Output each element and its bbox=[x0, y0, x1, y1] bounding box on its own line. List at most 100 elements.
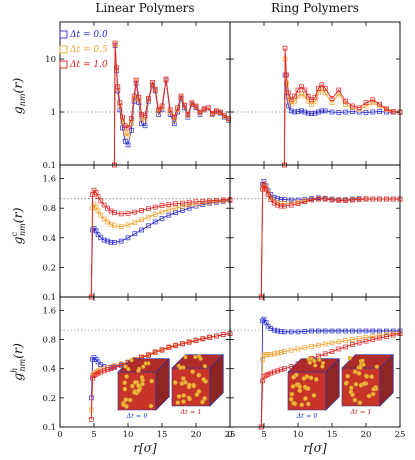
series-2-point bbox=[180, 341, 185, 347]
bead bbox=[122, 380, 128, 386]
series-0-point bbox=[336, 328, 342, 334]
legend: Δt = 0.0 Δt = 0.5 Δt = 1.0 bbox=[59, 30, 108, 70]
series-2-point bbox=[105, 367, 110, 373]
series-1-point bbox=[275, 350, 280, 356]
series-1-point bbox=[292, 98, 297, 104]
series-0-point bbox=[142, 123, 148, 129]
bead bbox=[143, 361, 148, 366]
x-tick-label: 10 bbox=[293, 430, 304, 440]
series-line-2 bbox=[283, 48, 401, 166]
bead bbox=[299, 402, 305, 408]
panel-frame bbox=[229, 296, 401, 428]
series-2-point bbox=[302, 87, 308, 93]
series-0-point bbox=[319, 108, 325, 114]
series-1-point bbox=[180, 204, 185, 209]
y-tick-label: 0.4 bbox=[42, 365, 56, 375]
y-tick-label: 1 bbox=[51, 108, 56, 118]
bead bbox=[181, 393, 187, 398]
series-2-point bbox=[284, 72, 289, 78]
ylabel-row-1-arg: (r) bbox=[10, 78, 25, 94]
snapshot-insets: Δt = 0 Δt = 1 Δt = 0 Δt = 1 bbox=[117, 353, 395, 420]
series-1-point bbox=[166, 207, 172, 213]
cube-side-face bbox=[325, 357, 340, 411]
series-1-point bbox=[278, 350, 284, 355]
series-2-point bbox=[180, 200, 185, 206]
series-line-2 bbox=[113, 43, 229, 166]
bead bbox=[129, 358, 134, 363]
panel-r1-c0: 0.1 0.2 0.4 0.8 1.6 bbox=[42, 164, 233, 303]
x-tick-label: 10 bbox=[123, 430, 134, 440]
series-2-point bbox=[292, 93, 297, 99]
snapshot-cube: Δt = 0 bbox=[117, 357, 171, 420]
series-0-point bbox=[292, 109, 297, 115]
series-2-point bbox=[343, 98, 348, 104]
series-1-point bbox=[120, 119, 125, 125]
series-1-point bbox=[101, 216, 107, 222]
y-tick-label: 0.4 bbox=[42, 234, 56, 244]
bead bbox=[172, 380, 178, 385]
x-tick-label: 15 bbox=[327, 430, 338, 440]
series-2-point bbox=[384, 106, 389, 112]
series-2-point bbox=[268, 370, 274, 376]
bead bbox=[303, 396, 308, 401]
series-0-point bbox=[350, 328, 355, 334]
series-1-point bbox=[132, 220, 138, 226]
panels: 0.1 1 10 0.1 0.2 0.4 0.8 1.6 0 5 10 15 20 25 0.1 0.2 0.4… bbox=[42, 21, 405, 440]
series-0-point bbox=[125, 142, 131, 148]
bead bbox=[313, 377, 319, 382]
series-2-point bbox=[193, 103, 199, 109]
series-1-point bbox=[370, 100, 376, 106]
series-0-point bbox=[139, 227, 144, 233]
series-0-point bbox=[271, 327, 277, 333]
bead bbox=[292, 401, 298, 407]
series-1-point bbox=[282, 349, 287, 354]
series-2-point bbox=[222, 113, 227, 119]
legend-marker-2 bbox=[59, 60, 68, 69]
series-0-point bbox=[322, 108, 328, 114]
series-1-point bbox=[152, 212, 158, 217]
panel-r0-c1 bbox=[229, 21, 403, 168]
series-0-point bbox=[363, 328, 369, 334]
inset-label: Δt = 1 bbox=[349, 408, 371, 416]
series-2-point bbox=[197, 109, 203, 115]
y-tick-label: 1.6 bbox=[42, 175, 56, 185]
series-2-point bbox=[377, 335, 382, 341]
bead bbox=[297, 388, 303, 393]
series-0-point bbox=[278, 329, 284, 334]
series-2-point bbox=[105, 205, 110, 211]
bead bbox=[352, 397, 358, 403]
series-2-point bbox=[299, 84, 304, 90]
series-0-point bbox=[146, 223, 151, 229]
bead bbox=[320, 364, 325, 369]
y-tick-label: 0.8 bbox=[42, 204, 56, 214]
panel-r2-c1: 0 5 10 15 20 25 bbox=[227, 296, 405, 440]
bead bbox=[190, 369, 196, 375]
series-2-point bbox=[156, 107, 161, 113]
series-2-point bbox=[95, 370, 101, 376]
series-2-point bbox=[214, 198, 219, 203]
series-1-point bbox=[142, 117, 148, 123]
series-2-point bbox=[329, 197, 335, 203]
series-0-point bbox=[101, 237, 107, 243]
xlabel-right: r[σ] bbox=[303, 441, 327, 455]
series-2-point bbox=[370, 97, 376, 103]
series-0-point bbox=[171, 121, 177, 127]
bead bbox=[196, 354, 202, 359]
series-2-point bbox=[350, 103, 355, 109]
series-0-point bbox=[377, 109, 382, 114]
bead bbox=[123, 397, 129, 403]
series-1-point bbox=[363, 103, 369, 109]
bead bbox=[200, 399, 205, 405]
bead bbox=[347, 355, 353, 361]
bead bbox=[313, 363, 318, 368]
series-1-point bbox=[309, 101, 314, 107]
series-2-point bbox=[101, 368, 107, 374]
bead bbox=[370, 391, 376, 397]
series-2-point bbox=[142, 113, 148, 119]
x-tick-label: 15 bbox=[157, 430, 168, 440]
series-0-point bbox=[363, 110, 369, 115]
series-2-point bbox=[186, 199, 192, 205]
series-2-point bbox=[95, 194, 101, 199]
series-2-point bbox=[200, 336, 206, 342]
bead bbox=[305, 401, 311, 407]
